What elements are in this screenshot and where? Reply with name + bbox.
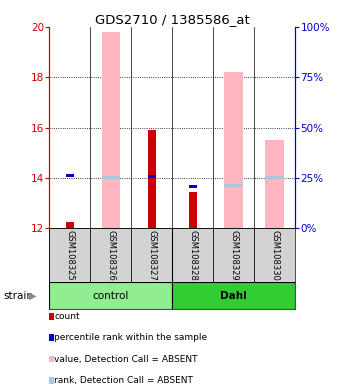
Bar: [224, 184, 243, 187]
Bar: [49, 228, 90, 282]
Text: rank, Detection Call = ABSENT: rank, Detection Call = ABSENT: [54, 376, 193, 384]
Text: GSM108327: GSM108327: [147, 230, 156, 281]
Text: GSM108330: GSM108330: [270, 230, 279, 281]
Bar: [172, 228, 213, 282]
Bar: [254, 228, 295, 282]
Text: strain: strain: [3, 291, 33, 301]
Bar: [90, 228, 131, 282]
Bar: [265, 176, 284, 179]
Text: percentile rank within the sample: percentile rank within the sample: [54, 333, 207, 343]
Text: GSM108329: GSM108329: [229, 230, 238, 281]
Title: GDS2710 / 1385586_at: GDS2710 / 1385586_at: [95, 13, 250, 26]
Bar: [224, 72, 243, 228]
Text: Dahl: Dahl: [220, 291, 247, 301]
Bar: [66, 174, 74, 177]
Bar: [102, 176, 120, 179]
Text: GSM108328: GSM108328: [188, 230, 197, 281]
Text: control: control: [93, 291, 129, 301]
Bar: [148, 175, 156, 178]
Text: GSM108326: GSM108326: [106, 230, 115, 281]
Bar: [148, 130, 156, 228]
Bar: [49, 282, 172, 309]
Text: GSM108325: GSM108325: [65, 230, 74, 281]
Text: count: count: [54, 312, 80, 321]
Bar: [213, 228, 254, 282]
Bar: [265, 140, 284, 228]
Bar: [172, 282, 295, 309]
Bar: [189, 185, 197, 189]
Text: value, Detection Call = ABSENT: value, Detection Call = ABSENT: [54, 354, 198, 364]
Bar: [102, 32, 120, 228]
Bar: [66, 222, 74, 228]
Bar: [131, 228, 172, 282]
Bar: [189, 192, 197, 228]
Text: ▶: ▶: [29, 291, 36, 301]
